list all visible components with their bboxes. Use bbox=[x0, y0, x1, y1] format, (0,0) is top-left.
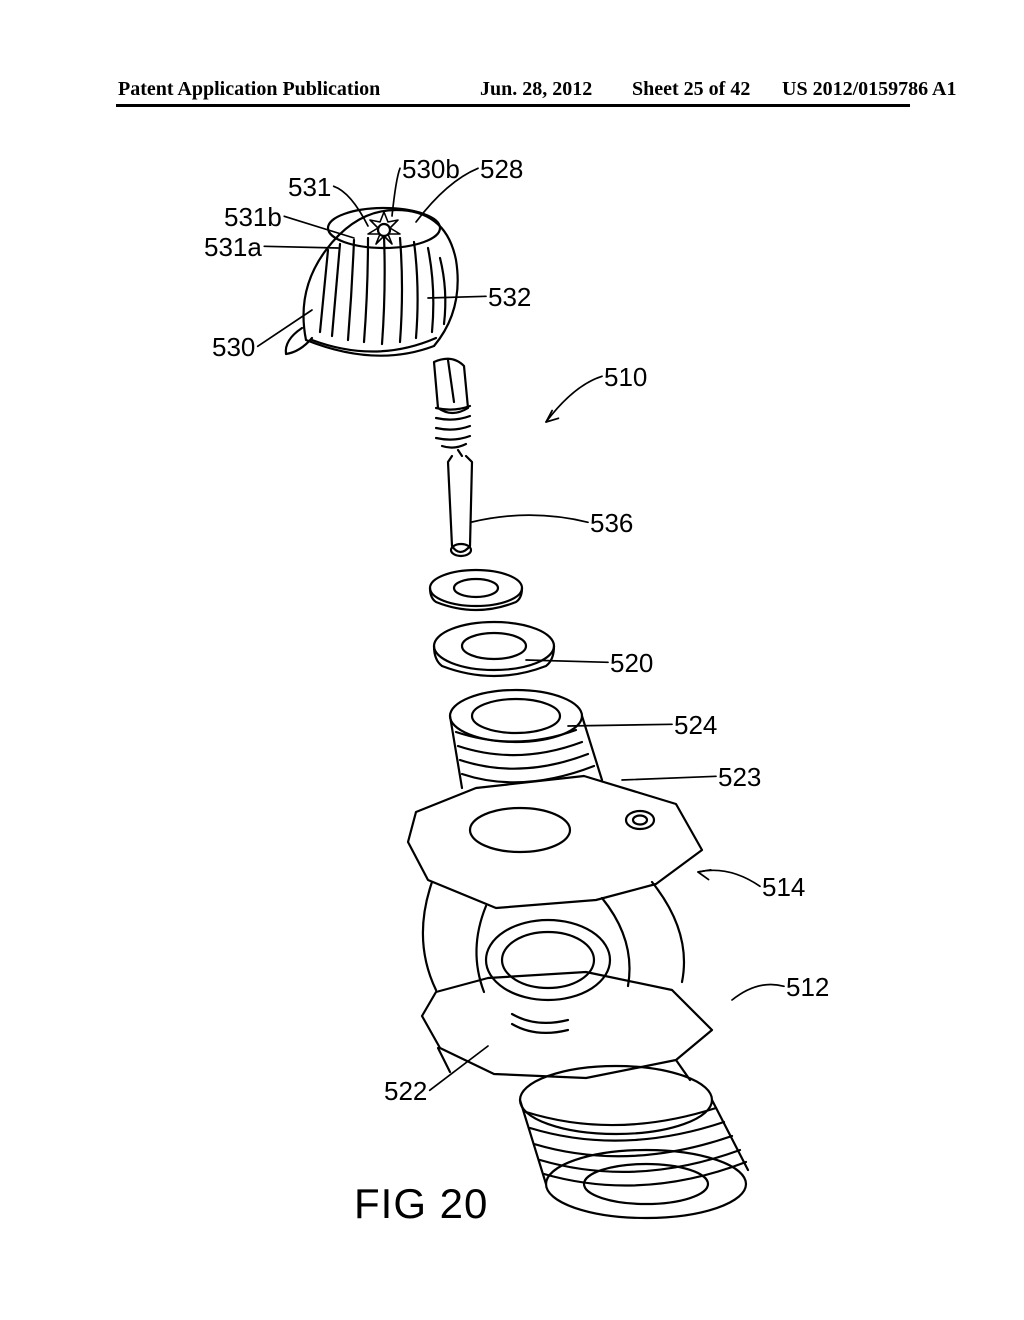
ref-531a: 531a bbox=[204, 232, 262, 263]
figure-caption: FIG 20 bbox=[354, 1180, 488, 1228]
ref-520: 520 bbox=[610, 648, 653, 679]
header-rule bbox=[116, 104, 910, 107]
ref-522: 522 bbox=[384, 1076, 427, 1107]
header-sheet: Sheet 25 of 42 bbox=[632, 78, 750, 101]
ref-530: 530 bbox=[212, 332, 255, 363]
ref-531: 531 bbox=[288, 172, 331, 203]
figure-area: 531531b531a 530 530b 528 532 510 536 520 524523 5… bbox=[116, 140, 910, 1240]
ref-510: 510 bbox=[604, 362, 647, 393]
ref-512: 512 bbox=[786, 972, 829, 1003]
ref-531b: 531b bbox=[224, 202, 282, 233]
header-pubno: US 2012/0159786 A1 bbox=[782, 78, 956, 101]
ref-530b: 530b bbox=[402, 154, 460, 185]
ref-532: 532 bbox=[488, 282, 531, 313]
ref-524: 524 bbox=[674, 710, 717, 741]
ref-523: 523 bbox=[718, 762, 761, 793]
ref-536: 536 bbox=[590, 508, 633, 539]
header-publication: Patent Application Publication bbox=[118, 78, 380, 101]
ref-528: 528 bbox=[480, 154, 523, 185]
patent-page: Patent Application Publication Jun. 28, … bbox=[0, 0, 1024, 1320]
header-date: Jun. 28, 2012 bbox=[480, 78, 592, 101]
ref-514: 514 bbox=[762, 872, 805, 903]
